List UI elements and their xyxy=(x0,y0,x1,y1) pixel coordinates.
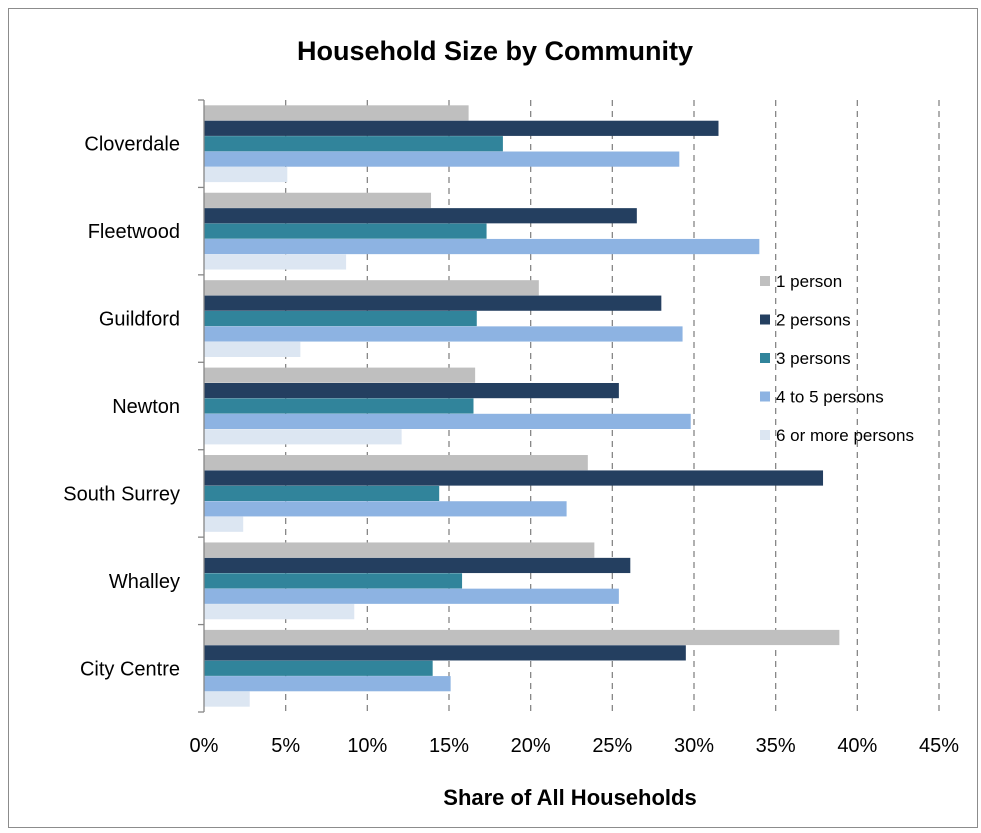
bar xyxy=(204,501,567,517)
bar xyxy=(204,166,288,183)
bar xyxy=(204,398,474,414)
legend-swatch xyxy=(760,430,770,440)
chart-title: Household Size by Community xyxy=(297,36,693,66)
legend-swatch xyxy=(760,314,770,325)
category-label: Whalley xyxy=(109,571,180,593)
legend-label: 3 persons xyxy=(776,349,851,368)
bar xyxy=(204,136,503,152)
category-label: South Surrey xyxy=(63,483,180,505)
axes xyxy=(198,99,205,713)
bar xyxy=(204,413,691,429)
bar xyxy=(204,455,588,471)
x-tick-label: 35% xyxy=(756,735,796,757)
bar xyxy=(204,470,824,486)
bar xyxy=(204,629,840,646)
bar xyxy=(204,238,760,255)
legend-swatch xyxy=(760,276,770,286)
x-tick-label: 20% xyxy=(511,735,551,757)
legend-swatch xyxy=(760,391,770,402)
x-tick-label: 25% xyxy=(592,735,632,757)
x-axis-title: Share of All Households xyxy=(443,785,696,810)
bar xyxy=(204,120,719,136)
bar xyxy=(204,341,301,357)
bar xyxy=(204,573,463,589)
bar xyxy=(204,676,451,692)
bar xyxy=(204,557,631,574)
x-tick-label: 15% xyxy=(429,735,469,757)
category-labels: Cloverdale Fleetwood Guildford Newton South … xyxy=(63,134,180,681)
legend: 1 person 2 persons 3 persons 4 to 5 persons… xyxy=(760,272,914,445)
bar xyxy=(204,105,469,121)
legend-label: 2 persons xyxy=(776,311,851,330)
bar xyxy=(204,326,683,342)
legend-label: 4 to 5 persons xyxy=(776,388,884,407)
bar xyxy=(204,367,476,383)
category-label: City Centre xyxy=(80,658,180,680)
bars xyxy=(204,105,840,707)
x-tick-label: 0% xyxy=(190,735,219,757)
category-label: Guildford xyxy=(99,309,180,331)
category-label: Fleetwood xyxy=(88,221,180,243)
bar xyxy=(204,208,637,224)
bar xyxy=(204,645,686,661)
legend-label: 6 or more persons xyxy=(776,426,914,445)
bar xyxy=(204,485,440,502)
legend-label: 1 person xyxy=(776,272,842,291)
x-tick-label: 5% xyxy=(271,735,300,757)
x-tick-label: 30% xyxy=(674,735,714,757)
x-tick-label: 40% xyxy=(837,735,877,757)
x-tick-label: 45% xyxy=(919,735,959,757)
category-label: Cloverdale xyxy=(84,134,180,156)
bar xyxy=(204,542,595,558)
bar xyxy=(204,192,432,208)
bar xyxy=(204,254,347,270)
bar xyxy=(204,295,662,311)
bar xyxy=(204,223,487,239)
bar xyxy=(204,310,477,327)
bar xyxy=(204,429,402,445)
bar xyxy=(204,151,680,167)
x-tick-labels: 0% 5% 10% 15% 20% 25% 30% 35% 40% 45% xyxy=(190,735,960,757)
bar xyxy=(204,280,539,296)
bar xyxy=(204,691,250,707)
bar xyxy=(204,588,619,604)
bar xyxy=(204,604,355,620)
bar xyxy=(204,516,244,532)
bar xyxy=(204,383,619,399)
x-tick-label: 10% xyxy=(347,735,387,757)
legend-swatch xyxy=(760,353,770,363)
category-label: Newton xyxy=(112,396,180,418)
bar xyxy=(204,660,433,676)
